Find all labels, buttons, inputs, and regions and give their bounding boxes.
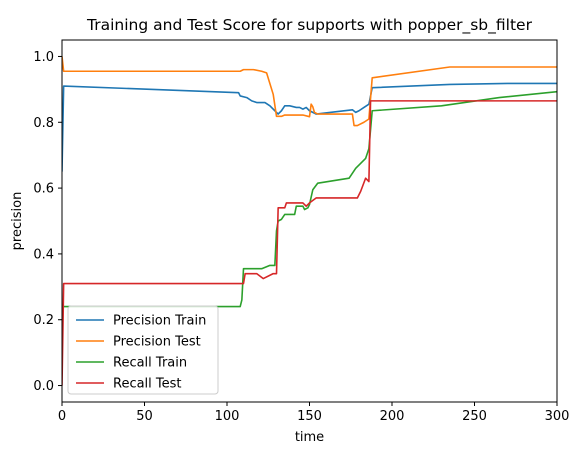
legend: Precision Train Precision Test Recall Trai… <box>67 305 219 395</box>
series-layer <box>62 56 557 386</box>
series-line-2 <box>62 56 557 127</box>
series-line-4 <box>62 100 557 386</box>
x-tick-label: 150 <box>297 409 322 424</box>
legend-box <box>67 305 219 395</box>
y-tick-label: 0.0 <box>33 379 54 394</box>
y-tick-label: 0.8 <box>33 116 54 131</box>
x-tick-label: 0 <box>58 409 66 424</box>
x-tick-label: 200 <box>380 409 405 424</box>
x-tick-label: 100 <box>215 409 240 424</box>
x-axis-title: time <box>295 430 324 445</box>
legend-label: Recall Train <box>113 356 187 371</box>
legend-label: Precision Train <box>113 314 206 329</box>
series-line-3 <box>62 90 557 308</box>
x-tick-label: 50 <box>136 409 153 424</box>
y-tick-label: 1.0 <box>33 50 54 65</box>
y-axis: 0.0 0.2 0.4 0.6 0.8 1.0 <box>33 50 62 394</box>
series-line-1 <box>62 82 557 172</box>
y-tick-label: 0.4 <box>33 247 54 262</box>
legend-label: Recall Test <box>113 377 182 392</box>
x-tick-label: 300 <box>545 409 570 424</box>
chart-title: Training and Test Score for supports wit… <box>86 16 533 35</box>
y-tick-label: 0.2 <box>33 313 54 328</box>
x-axis: 0 50 100 150 200 250 300 <box>58 402 570 424</box>
y-axis-title: precision <box>10 192 25 251</box>
x-tick-label: 250 <box>462 409 487 424</box>
legend-label: Precision Test <box>113 335 201 350</box>
y-tick-label: 0.6 <box>33 182 54 197</box>
